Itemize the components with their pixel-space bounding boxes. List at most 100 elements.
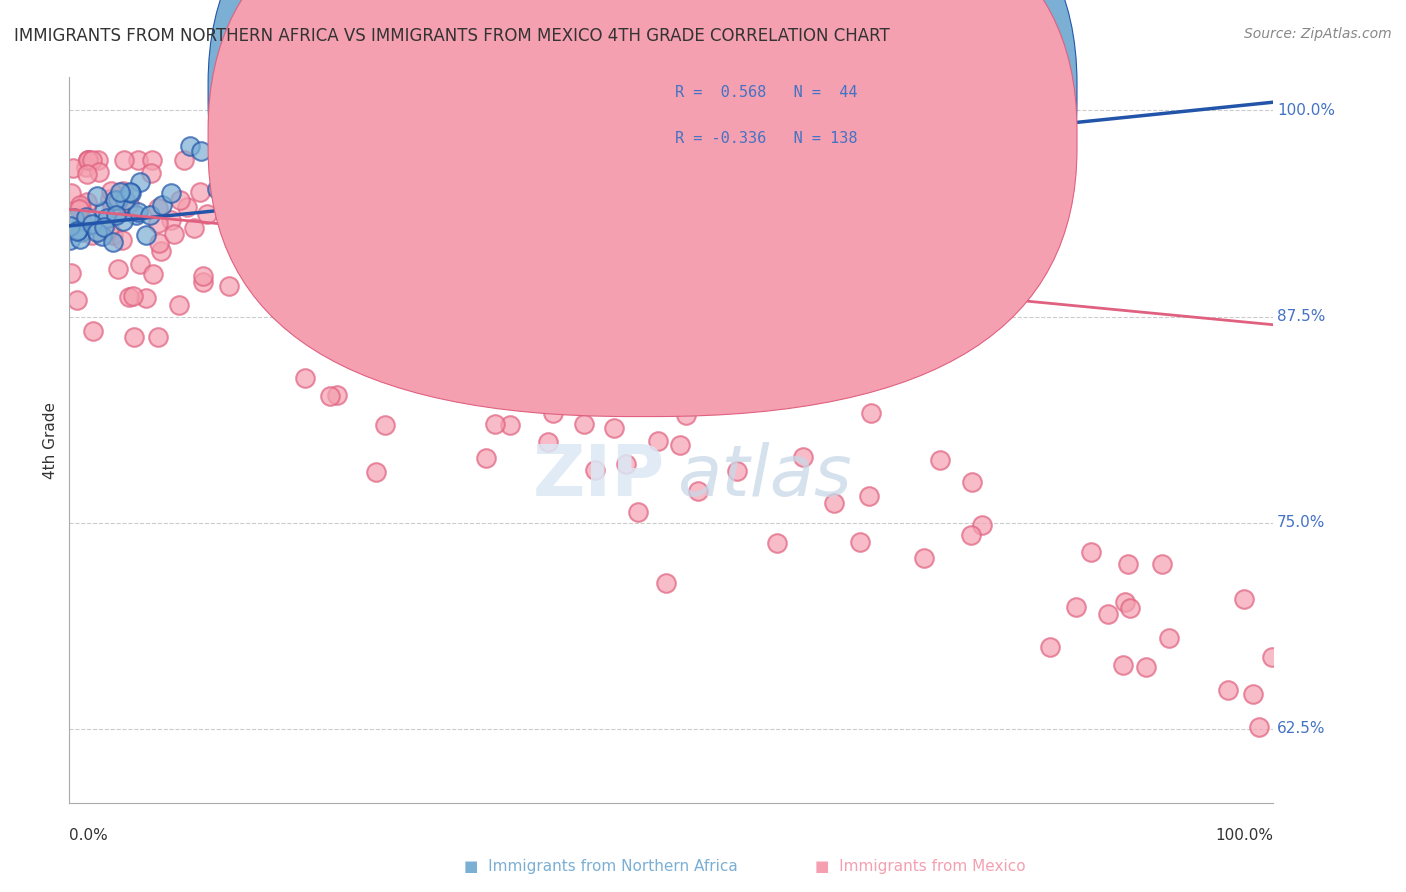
- blue: [70, 225, 93, 239]
- blue: [125, 208, 148, 222]
- pink: [541, 406, 564, 420]
- pink: [76, 153, 98, 167]
- blue: [159, 186, 181, 200]
- pink: [76, 194, 98, 209]
- pink: [1116, 557, 1139, 571]
- pink: [89, 165, 111, 179]
- pink: [169, 298, 191, 312]
- pink: [141, 153, 163, 167]
- Text: 0.0%: 0.0%: [69, 828, 108, 843]
- pink: [508, 359, 530, 373]
- pink: [60, 266, 83, 280]
- pink: [515, 378, 537, 392]
- blue: [179, 139, 201, 153]
- blue: [86, 225, 108, 239]
- Text: 87.5%: 87.5%: [1277, 309, 1326, 324]
- pink: [173, 153, 195, 167]
- pink: [374, 299, 396, 313]
- pink: [1112, 657, 1135, 672]
- pink: [191, 275, 214, 289]
- pink: [519, 295, 541, 310]
- pink: [326, 388, 349, 402]
- blue: [96, 211, 118, 225]
- pink: [347, 234, 370, 248]
- blue: [344, 130, 367, 145]
- pink: [616, 457, 638, 471]
- pink: [122, 330, 145, 344]
- pink: [912, 550, 935, 565]
- pink: [1216, 682, 1239, 697]
- blue: [93, 203, 115, 218]
- pink: [117, 197, 139, 211]
- blue: [427, 95, 450, 110]
- pink: [82, 324, 104, 338]
- pink: [76, 168, 98, 182]
- pink: [475, 451, 498, 466]
- pink: [1097, 607, 1119, 622]
- blue: [80, 218, 103, 232]
- pink: [623, 320, 645, 334]
- blue: [139, 208, 162, 222]
- Text: Source: ZipAtlas.com: Source: ZipAtlas.com: [1244, 27, 1392, 41]
- pink: [129, 257, 152, 271]
- Text: ■  Immigrants from Northern Africa: ■ Immigrants from Northern Africa: [464, 859, 738, 874]
- pink: [218, 187, 240, 202]
- Text: ZIP: ZIP: [533, 442, 665, 511]
- pink: [675, 408, 697, 422]
- pink: [655, 370, 678, 384]
- pink: [583, 463, 606, 477]
- pink: [108, 202, 131, 216]
- pink: [1066, 599, 1088, 614]
- pink: [655, 576, 678, 591]
- pink: [294, 371, 316, 385]
- pink: [1119, 600, 1142, 615]
- pink: [1114, 594, 1136, 608]
- pink: [350, 233, 373, 247]
- blue: [205, 182, 228, 196]
- pink: [148, 236, 170, 251]
- pink: [103, 228, 125, 243]
- blue: [107, 193, 129, 207]
- pink: [586, 398, 609, 412]
- pink: [1233, 591, 1256, 606]
- pink: [364, 465, 387, 479]
- pink: [60, 186, 83, 201]
- blue: [415, 140, 437, 154]
- pink: [627, 505, 650, 519]
- pink: [80, 227, 103, 242]
- pink: [87, 153, 110, 167]
- pink: [429, 368, 451, 383]
- blue: [418, 95, 440, 110]
- pink: [1157, 631, 1180, 645]
- pink: [356, 319, 378, 334]
- pink: [69, 202, 91, 216]
- pink: [118, 290, 141, 304]
- pink: [169, 193, 191, 207]
- pink: [1247, 720, 1270, 734]
- pink: [858, 489, 880, 503]
- blue: [129, 175, 152, 189]
- blue: [104, 193, 127, 207]
- pink: [142, 267, 165, 281]
- pink: [592, 355, 614, 369]
- pink: [188, 186, 211, 200]
- blue: [59, 219, 82, 233]
- blue: [118, 185, 141, 199]
- pink: [860, 406, 883, 420]
- pink: [176, 200, 198, 214]
- pink: [111, 233, 134, 247]
- pink: [574, 417, 596, 432]
- blue: [67, 223, 90, 237]
- pink: [1150, 557, 1173, 571]
- pink: [218, 279, 240, 293]
- blue: [150, 198, 173, 212]
- pink: [374, 418, 396, 433]
- pink: [146, 216, 169, 230]
- pink: [792, 450, 814, 464]
- pink: [100, 184, 122, 198]
- pink: [139, 166, 162, 180]
- Text: R =  0.568   N =  44: R = 0.568 N = 44: [675, 85, 858, 100]
- pink: [146, 201, 169, 215]
- blue: [447, 109, 470, 123]
- blue: [127, 204, 149, 219]
